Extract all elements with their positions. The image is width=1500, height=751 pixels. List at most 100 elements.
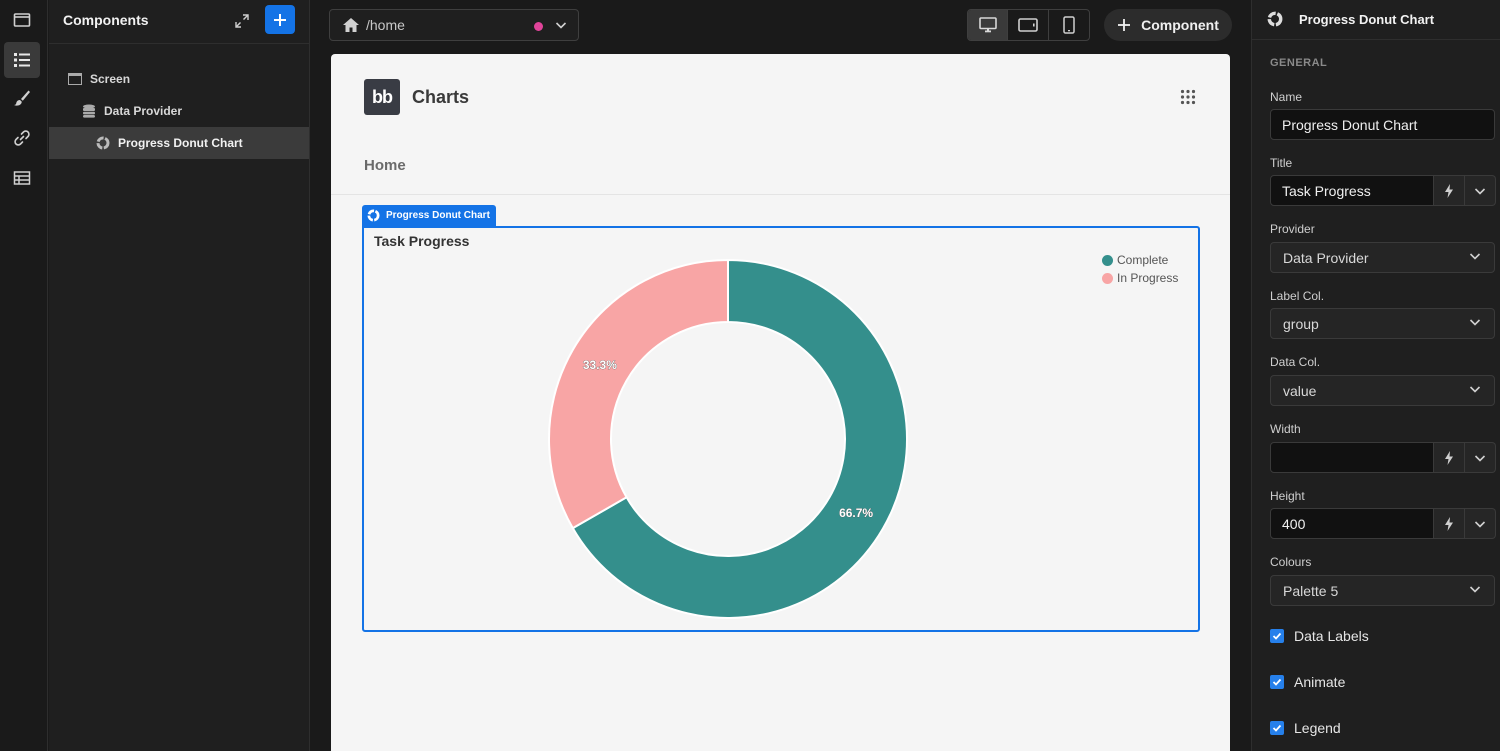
width-label: Width: [1270, 422, 1301, 436]
name-label: Name: [1270, 90, 1303, 104]
app-preview: bb Charts Home Progress Donut Chart Task…: [331, 54, 1230, 751]
data-label: 33.3%: [583, 358, 617, 372]
tree-item-progress-donut-chart[interactable]: Progress Donut Chart: [49, 127, 309, 159]
donut-chart-svg: 66.7% 33.3%: [548, 258, 908, 619]
tree-item-label: Progress Donut Chart: [118, 136, 243, 150]
components-list-icon[interactable]: [4, 42, 40, 78]
name-input[interactable]: Progress Donut Chart: [1270, 109, 1495, 140]
colours-label: Colours: [1270, 555, 1312, 569]
section-label-general: GENERAL: [1270, 57, 1328, 69]
legend-checkbox[interactable]: Legend: [1270, 720, 1341, 736]
settings-panel: Progress Donut Chart GENERAL Name Progre…: [1251, 0, 1500, 751]
legend-swatch: [1102, 272, 1113, 284]
route-status-dot: [534, 22, 543, 31]
colours-value: Palette 5: [1283, 582, 1339, 599]
donut-slice-complete[interactable]: [571, 258, 908, 619]
link-icon[interactable]: [4, 120, 40, 156]
donut-slice-in-progress[interactable]: [548, 258, 729, 530]
route-selector[interactable]: /home: [329, 9, 579, 41]
label-col-value: group: [1283, 315, 1319, 332]
chevron-down-icon: [1468, 315, 1482, 332]
add-component-button[interactable]: Component: [1104, 9, 1232, 41]
screens-icon[interactable]: [4, 2, 40, 38]
grid-menu-icon[interactable]: [1180, 89, 1196, 105]
donut-chart[interactable]: Task Progress 66.7% 33.3% Complete In Pro…: [362, 226, 1200, 632]
label-col-select[interactable]: group: [1270, 308, 1495, 339]
chevron-down-icon: [1468, 382, 1482, 399]
add-component-label: Component: [1141, 17, 1219, 33]
height-input[interactable]: 400: [1270, 508, 1434, 539]
title-input[interactable]: Task Progress: [1270, 175, 1434, 206]
expand-icon[interactable]: [231, 10, 253, 32]
height-binding-bolt-icon[interactable]: [1434, 508, 1465, 539]
checkbox-label: Animate: [1294, 674, 1346, 690]
route-path: /home: [366, 17, 405, 33]
desktop-icon[interactable]: [968, 10, 1009, 40]
height-chevron-down-icon[interactable]: [1465, 508, 1496, 539]
add-component-tree-button[interactable]: [265, 5, 295, 34]
left-rail: [0, 0, 48, 751]
device-toggle: [967, 9, 1090, 41]
checkmark-icon: [1270, 675, 1284, 689]
provider-value: Data Provider: [1283, 249, 1369, 266]
nav-link-home[interactable]: Home: [364, 157, 406, 174]
chevron-down-icon: [1468, 582, 1482, 599]
tree-item-label: Data Provider: [104, 104, 183, 118]
mobile-icon[interactable]: [1049, 10, 1089, 40]
app-logo: bb: [364, 79, 400, 115]
panel-header: Progress Donut Chart: [1252, 0, 1500, 40]
animate-checkbox[interactable]: Animate: [1270, 674, 1345, 690]
component-tree-panel: Components Screen Data Provider Progress…: [49, 0, 310, 751]
checkbox-label: Data Labels: [1294, 628, 1369, 644]
checkbox-label: Legend: [1294, 720, 1341, 736]
brush-icon[interactable]: [4, 80, 40, 116]
tree-item-data-provider[interactable]: Data Provider: [49, 95, 309, 127]
provider-label: Provider: [1270, 222, 1315, 236]
title-binding-bolt-icon[interactable]: [1434, 175, 1465, 206]
donut-chart-icon: [367, 209, 380, 222]
data-col-select[interactable]: value: [1270, 375, 1495, 406]
app-title: Charts: [412, 87, 470, 107]
title-chevron-down-icon[interactable]: [1465, 175, 1496, 206]
width-chevron-down-icon[interactable]: [1465, 442, 1496, 473]
database-icon: [82, 104, 96, 118]
legend-item-complete[interactable]: Complete: [1102, 253, 1168, 267]
colours-select[interactable]: Palette 5: [1270, 575, 1495, 606]
top-bar: /home Component: [311, 0, 1250, 49]
donut-chart-icon: [1267, 11, 1283, 27]
data-labels-checkbox[interactable]: Data Labels: [1270, 628, 1369, 644]
legend-swatch: [1102, 254, 1113, 266]
width-binding-bolt-icon[interactable]: [1434, 442, 1465, 473]
chart-title: Task Progress: [374, 233, 470, 249]
height-label: Height: [1270, 489, 1305, 503]
data-label: 66.7%: [839, 506, 873, 520]
label-col-label: Label Col.: [1270, 289, 1325, 303]
selected-component-tag[interactable]: Progress Donut Chart: [362, 205, 496, 226]
selected-component-label: Progress Donut Chart: [386, 210, 490, 221]
chevron-down-icon: [554, 18, 568, 32]
nav-divider: [331, 194, 1230, 195]
legend-label: In Progress: [1117, 271, 1179, 285]
data-col-label: Data Col.: [1270, 355, 1321, 369]
table-icon[interactable]: [4, 160, 40, 196]
checkmark-icon: [1270, 721, 1284, 735]
provider-select[interactable]: Data Provider: [1270, 242, 1495, 273]
tree-item-screen[interactable]: Screen: [49, 63, 309, 95]
screen-icon: [68, 72, 82, 86]
tree-header: Components: [49, 0, 310, 44]
panel-title: Progress Donut Chart: [1299, 12, 1435, 27]
data-col-value: value: [1283, 382, 1317, 399]
tablet-icon[interactable]: [1008, 10, 1049, 40]
chevron-down-icon: [1468, 249, 1482, 266]
width-input[interactable]: [1270, 442, 1434, 473]
legend-item-in-progress[interactable]: In Progress: [1102, 271, 1178, 285]
title-label: Title: [1270, 156, 1293, 170]
preview-area: bb Charts Home Progress Donut Chart Task…: [311, 49, 1250, 751]
checkmark-icon: [1270, 629, 1284, 643]
home-icon: [342, 17, 360, 33]
tree-title: Components: [63, 12, 149, 28]
donut-chart-icon: [96, 136, 110, 150]
legend-label: Complete: [1117, 253, 1169, 267]
tree-item-label: Screen: [90, 72, 131, 86]
plus-icon: [1117, 18, 1131, 32]
